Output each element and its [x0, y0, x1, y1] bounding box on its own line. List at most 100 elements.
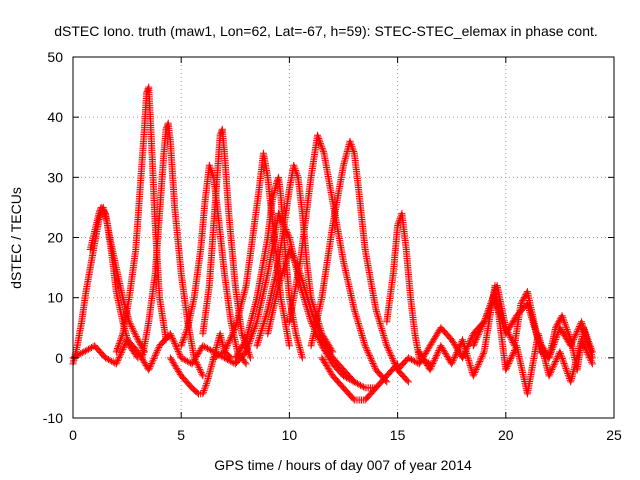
data-point — [86, 344, 94, 352]
data-point — [505, 358, 513, 366]
data-point — [382, 338, 390, 346]
data-point — [317, 141, 325, 149]
data-point — [419, 354, 427, 362]
data-point — [113, 345, 121, 353]
data-point — [406, 355, 414, 363]
data-point — [257, 328, 265, 336]
data-point — [277, 214, 285, 222]
data-point — [555, 318, 563, 326]
data-point — [563, 325, 571, 333]
axis-ticks: 0 5 10 15 20 25 -10 0 10 20 30 40 50 — [43, 49, 622, 443]
data-point — [469, 342, 477, 350]
data-point — [386, 348, 394, 356]
data-point — [113, 358, 121, 366]
data-point — [464, 353, 472, 361]
series-3 — [138, 119, 207, 380]
data-point — [169, 358, 177, 366]
data-point — [75, 350, 83, 358]
data-point — [180, 356, 188, 364]
data-point — [317, 334, 325, 342]
data-point — [276, 278, 284, 286]
data-point — [394, 220, 402, 228]
data-point — [220, 348, 228, 356]
data-point — [463, 350, 471, 358]
data-point — [309, 312, 317, 320]
data-point — [389, 355, 397, 363]
data-point — [578, 318, 586, 326]
data-point — [461, 343, 469, 351]
data-point — [245, 339, 253, 347]
data-point — [135, 337, 143, 345]
data-point — [71, 353, 79, 361]
data-point — [368, 358, 376, 366]
data-point — [174, 367, 182, 375]
data-point — [377, 321, 385, 329]
data-point — [476, 357, 484, 365]
data-point — [243, 346, 251, 354]
data-point — [485, 303, 493, 311]
x-tick-label: 0 — [69, 427, 77, 443]
data-point — [474, 361, 482, 369]
data-point — [490, 291, 498, 299]
data-point — [367, 355, 375, 363]
x-tick-label: 5 — [177, 427, 185, 443]
data-point — [558, 327, 566, 335]
data-point — [350, 148, 358, 156]
data-point — [560, 331, 568, 339]
data-point — [505, 359, 513, 367]
data-point — [219, 353, 227, 361]
data-point — [277, 216, 285, 224]
data-point — [196, 365, 204, 373]
data-point — [166, 330, 174, 338]
data-point — [169, 335, 177, 343]
data-point — [276, 213, 284, 221]
data-point — [228, 332, 236, 340]
data-point — [409, 356, 417, 364]
data-point — [506, 332, 514, 340]
data-point — [560, 360, 568, 368]
data-point — [182, 329, 190, 337]
data-point — [308, 309, 316, 317]
data-point — [358, 330, 366, 338]
data-point — [587, 357, 595, 365]
data-point — [278, 270, 286, 278]
data-point — [232, 352, 240, 360]
data-point — [275, 280, 283, 288]
series-14 — [318, 354, 402, 404]
data-point — [217, 352, 225, 360]
data-point — [572, 331, 580, 339]
data-point — [257, 330, 265, 338]
data-point — [583, 332, 591, 340]
data-point — [478, 353, 486, 361]
data-point — [462, 348, 470, 356]
data-point — [141, 360, 149, 368]
data-point — [552, 357, 560, 365]
data-point — [288, 250, 296, 258]
data-point — [116, 336, 124, 344]
data-point — [464, 355, 472, 363]
data-point — [119, 344, 127, 352]
data-point — [565, 332, 573, 340]
data-point — [431, 333, 439, 341]
data-point — [121, 341, 129, 349]
data-point — [288, 252, 296, 260]
data-point — [250, 326, 258, 334]
data-point — [468, 333, 476, 341]
data-point — [193, 389, 201, 397]
data-point — [115, 353, 123, 361]
data-point — [193, 352, 201, 360]
data-point — [442, 351, 450, 359]
data-point — [556, 348, 564, 356]
data-point — [434, 328, 442, 336]
data-point — [360, 337, 368, 345]
data-point — [178, 339, 186, 347]
data-point — [167, 331, 175, 339]
data-point — [385, 347, 393, 355]
data-point — [427, 364, 435, 372]
data-point — [135, 349, 143, 357]
data-point — [451, 352, 459, 360]
data-point — [309, 311, 317, 319]
data-point — [403, 377, 411, 385]
data-point — [180, 334, 188, 342]
data-point — [381, 337, 389, 345]
